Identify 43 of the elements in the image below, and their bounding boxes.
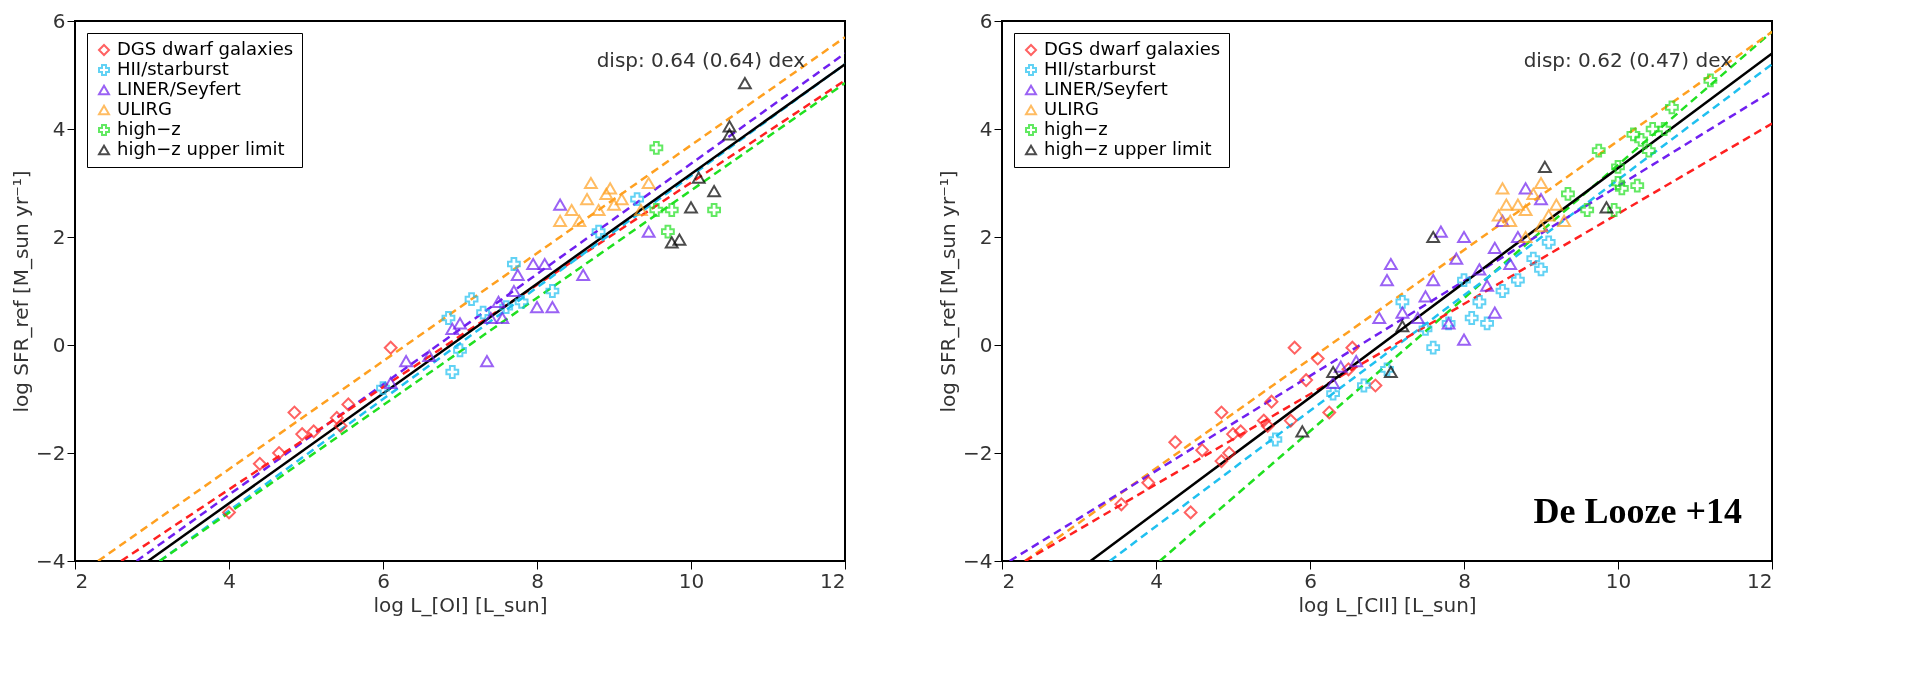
- legend-label: high−z: [1044, 118, 1108, 139]
- x-tick-label: 6: [377, 568, 390, 593]
- x-tick-label: 6: [1304, 568, 1317, 593]
- legend-label: high−z upper limit: [1044, 138, 1212, 159]
- y-tick-label: −2: [963, 440, 993, 465]
- x-axis-title: log L_[OI] [L_sun]: [373, 592, 548, 617]
- legend-label: HII/starburst: [117, 58, 229, 79]
- y-axis-title: log SFR_ref [M_sun yr⁻¹]: [9, 170, 34, 413]
- y-tick-label: 6: [52, 8, 66, 33]
- y-tick-label: −4: [963, 548, 993, 573]
- y-tick-label: −4: [36, 548, 66, 573]
- annotation: disp: 0.64 (0.64) dex: [596, 48, 806, 72]
- y-tick-label: 4: [52, 116, 66, 141]
- legend-label: ULIRG: [117, 98, 172, 119]
- y-tick-label: 6: [979, 8, 993, 33]
- x-tick-label: 2: [1002, 568, 1016, 593]
- legend-label: DGS dwarf galaxies: [117, 38, 294, 59]
- legend-label: HII/starburst: [1044, 58, 1156, 79]
- legend-label: high−z: [117, 118, 181, 139]
- x-tick-label: 12: [1747, 568, 1773, 593]
- legend-label: LINER/Seyfert: [1044, 78, 1168, 99]
- annotation: disp: 0.62 (0.47) dex: [1523, 48, 1733, 72]
- x-tick-label: 2: [75, 568, 89, 593]
- y-tick-label: 2: [52, 224, 66, 249]
- x-tick-label: 10: [1605, 568, 1632, 593]
- x-tick-label: 8: [1458, 568, 1471, 593]
- annotation: De Looze +14: [1533, 491, 1742, 531]
- x-tick-label: 4: [223, 568, 236, 593]
- y-tick-label: 2: [979, 224, 993, 249]
- x-tick-label: 4: [1150, 568, 1163, 593]
- legend-label: ULIRG: [1044, 98, 1099, 119]
- y-tick-label: 4: [979, 116, 993, 141]
- x-axis-title: log L_[CII] [L_sun]: [1298, 592, 1477, 617]
- legend-label: DGS dwarf galaxies: [1044, 38, 1221, 59]
- legend-label: LINER/Seyfert: [117, 78, 241, 99]
- legend-label: high−z upper limit: [117, 138, 285, 159]
- y-axis-title: log SFR_ref [M_sun yr⁻¹]: [936, 170, 961, 413]
- x-tick-label: 10: [678, 568, 705, 593]
- x-tick-label: 12: [820, 568, 846, 593]
- y-tick-label: 0: [52, 332, 66, 357]
- y-tick-label: 0: [979, 332, 993, 357]
- y-tick-label: −2: [36, 440, 66, 465]
- x-tick-label: 8: [531, 568, 544, 593]
